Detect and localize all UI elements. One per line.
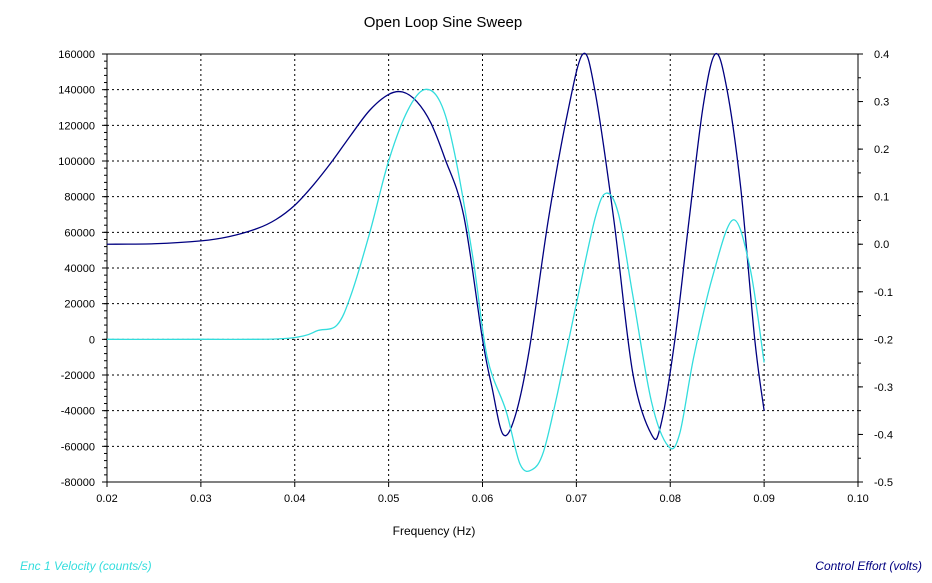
x-axis-label: Frequency (Hz) xyxy=(393,524,476,538)
y-left-tick-label: 0 xyxy=(89,334,95,346)
x-tick-label: 0.07 xyxy=(566,493,587,505)
x-tick-label: 0.06 xyxy=(472,493,493,505)
y-right-tick-label: -0.5 xyxy=(874,477,893,489)
y-right-tick-label: 0.1 xyxy=(874,192,889,204)
series-line-control-effort-volts xyxy=(106,52,765,441)
grid xyxy=(107,54,858,482)
y-right-tick-label: -0.2 xyxy=(874,334,893,346)
y-right-tick-label: -0.3 xyxy=(874,382,893,394)
y-left-tick-label: -80000 xyxy=(61,477,95,489)
x-tick-label: 0.02 xyxy=(96,493,117,505)
legend-control-effort: Control Effort (volts) xyxy=(815,559,922,573)
y-left-tick-label: 80000 xyxy=(64,192,95,204)
y-right-tick-labels: 0.4 0.3 0.2 0.1 0.0 -0.1 -0.2 -0.3 -0.4 -0.5 xyxy=(874,49,893,489)
y-right-tick-label: -0.1 xyxy=(874,287,893,299)
x-tick-labels: 0.02 0.03 0.04 0.05 0.06 0.07 0.08 0.09 0.10 xyxy=(96,493,868,505)
chart-title: Open Loop Sine Sweep xyxy=(364,14,522,31)
x-tick-label: 0.09 xyxy=(753,493,774,505)
y-left-tick-label: 40000 xyxy=(64,263,95,275)
y-left-tick-label: 120000 xyxy=(58,120,95,132)
y-right-tick-label: -0.4 xyxy=(874,429,893,441)
y-left-tick-label: 20000 xyxy=(64,299,95,311)
y-right-tick-label: 0.3 xyxy=(874,97,889,109)
x-tick-label: 0.10 xyxy=(847,493,868,505)
y-right-tick-label: 0.2 xyxy=(874,144,889,156)
y-left-tick-labels: 160000 140000 120000 100000 80000 60000 40000 2… xyxy=(58,49,95,489)
y-left-tick-label: 160000 xyxy=(58,49,95,61)
series-lines xyxy=(106,52,765,472)
y-left-tick-label: 140000 xyxy=(58,85,95,97)
series-line-enc-1-velocity-counts-s xyxy=(106,88,765,472)
x-tick-label: 0.04 xyxy=(284,493,305,505)
x-tick-label: 0.05 xyxy=(378,493,399,505)
y-left-tick-label: -60000 xyxy=(61,441,95,453)
y-left-tick-label: 60000 xyxy=(64,227,95,239)
legend-enc1-velocity: Enc 1 Velocity (counts/s) xyxy=(20,559,152,573)
y-right-tick-label: 0.0 xyxy=(874,239,889,251)
x-tick-label: 0.03 xyxy=(190,493,211,505)
y-right-tick-label: 0.4 xyxy=(874,49,889,61)
y-left-tick-label: -20000 xyxy=(61,370,95,382)
y-left-tick-label: 100000 xyxy=(58,156,95,168)
minor-ticks xyxy=(102,53,863,487)
x-tick-label: 0.08 xyxy=(660,493,681,505)
y-left-tick-label: -40000 xyxy=(61,406,95,418)
